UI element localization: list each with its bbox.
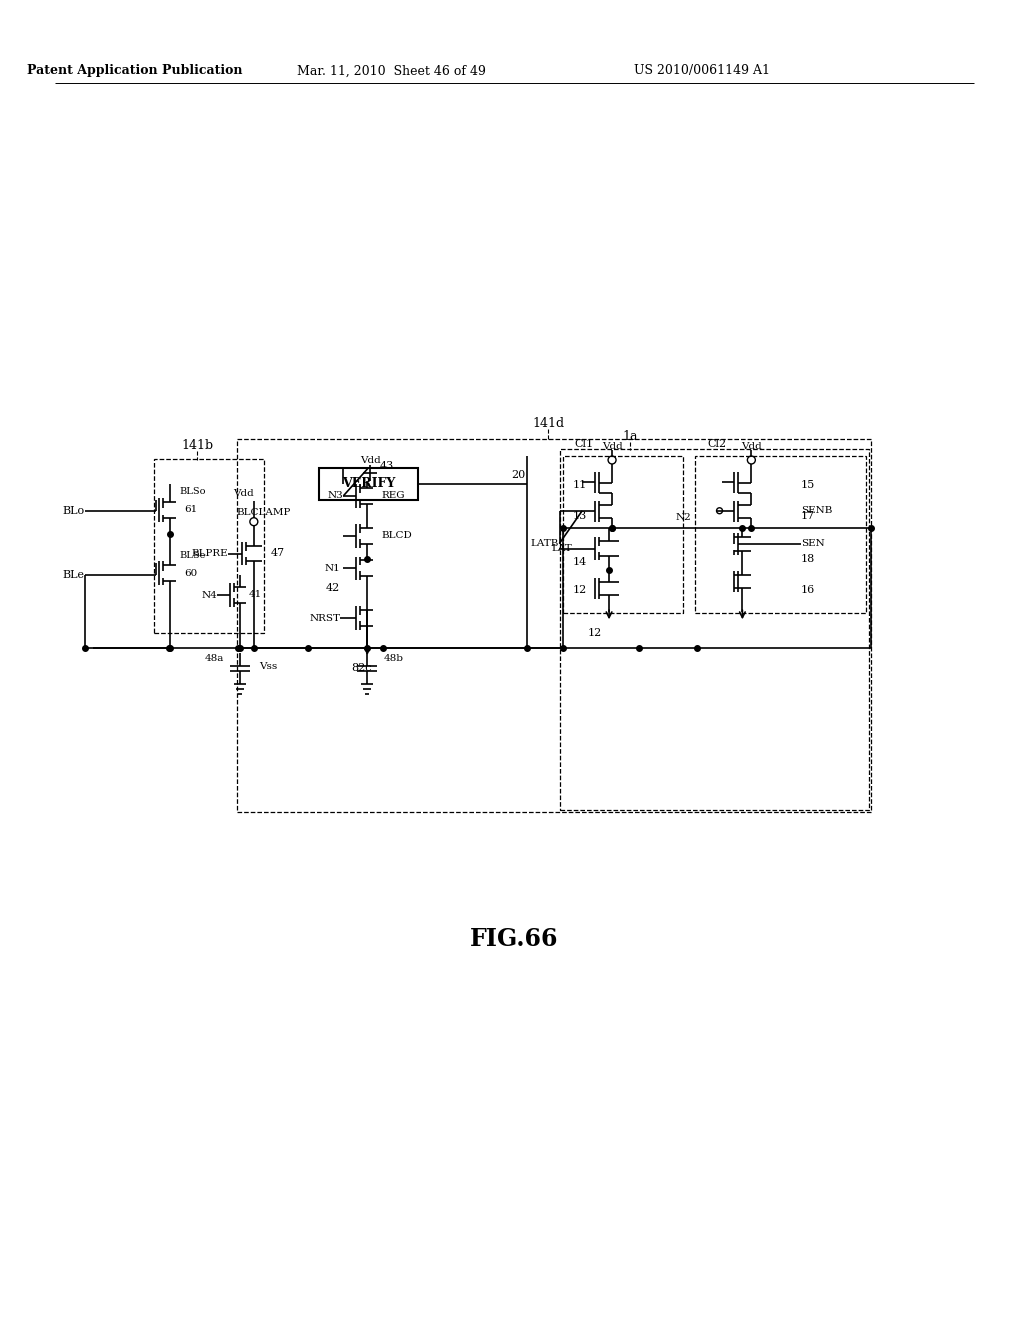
- Text: Vdd: Vdd: [602, 442, 623, 450]
- Text: SEN: SEN: [801, 539, 825, 548]
- Text: REG: REG: [381, 491, 404, 500]
- Text: 13: 13: [572, 511, 587, 520]
- Text: 42: 42: [327, 583, 340, 594]
- Text: N1: N1: [325, 564, 340, 573]
- Text: BLo: BLo: [62, 506, 85, 516]
- Text: 16: 16: [801, 585, 815, 595]
- Text: BLCD: BLCD: [381, 531, 412, 540]
- Bar: [318, 469, 418, 500]
- Bar: [560, 449, 868, 810]
- Text: 48a: 48a: [205, 653, 224, 663]
- Text: 17: 17: [801, 511, 815, 520]
- Text: 41: 41: [249, 590, 262, 599]
- Text: Vdd: Vdd: [359, 457, 381, 466]
- Text: Patent Application Publication: Patent Application Publication: [27, 65, 243, 78]
- Text: 141b: 141b: [181, 438, 213, 451]
- Text: Cl2: Cl2: [707, 440, 726, 449]
- Text: 82c: 82c: [351, 663, 372, 673]
- Text: 141d: 141d: [532, 417, 564, 430]
- Text: BLe: BLe: [62, 570, 85, 581]
- Text: 14: 14: [572, 557, 587, 568]
- Text: 43: 43: [379, 461, 393, 471]
- Text: Vdd: Vdd: [233, 490, 254, 499]
- Text: 18: 18: [801, 553, 815, 564]
- Text: N2: N2: [676, 513, 691, 523]
- Text: Vdd: Vdd: [741, 442, 762, 450]
- Text: BLPRE: BLPRE: [191, 549, 228, 558]
- Text: BLSe: BLSe: [179, 550, 206, 560]
- Text: Vss: Vss: [259, 663, 278, 672]
- Bar: [237, 440, 870, 812]
- Text: 11: 11: [572, 480, 587, 490]
- Text: BLSo: BLSo: [179, 487, 206, 496]
- Text: 15: 15: [801, 480, 815, 490]
- Text: N3: N3: [328, 491, 343, 500]
- Text: 48b: 48b: [383, 653, 403, 663]
- Text: 12: 12: [588, 628, 602, 638]
- Text: 20: 20: [511, 470, 525, 480]
- Text: Mar. 11, 2010  Sheet 46 of 49: Mar. 11, 2010 Sheet 46 of 49: [297, 65, 485, 78]
- Text: SENB: SENB: [801, 507, 833, 515]
- Bar: [155, 459, 264, 634]
- Text: 60: 60: [184, 569, 198, 578]
- Text: FIG.66: FIG.66: [470, 927, 559, 950]
- Text: 12: 12: [572, 585, 587, 595]
- Text: US 2010/0061149 A1: US 2010/0061149 A1: [634, 65, 770, 78]
- Text: NRST: NRST: [309, 614, 340, 623]
- Bar: [694, 455, 865, 614]
- Text: 47: 47: [270, 548, 285, 557]
- Text: BLCLAMP: BLCLAMP: [237, 508, 291, 517]
- Text: Cl1: Cl1: [574, 440, 594, 449]
- Text: LATB: LATB: [531, 539, 559, 548]
- Bar: [563, 455, 683, 614]
- Text: 61: 61: [184, 506, 198, 515]
- Text: 1a: 1a: [623, 429, 638, 442]
- Text: N4: N4: [202, 591, 217, 599]
- Text: VERIFY: VERIFY: [342, 478, 395, 490]
- Text: LAT: LAT: [552, 544, 572, 553]
